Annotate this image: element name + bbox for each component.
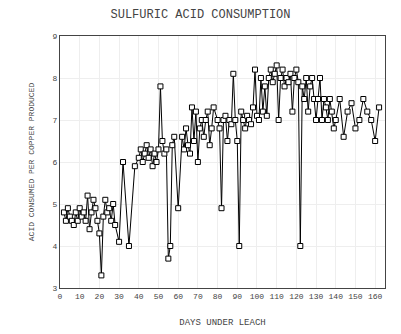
svg-text:6: 6: [53, 158, 58, 167]
svg-text:0: 0: [58, 292, 63, 301]
svg-text:20: 20: [95, 292, 105, 301]
svg-text:DAYS UNDER LEACH: DAYS UNDER LEACH: [179, 318, 265, 328]
svg-text:90: 90: [232, 292, 242, 301]
svg-text:70: 70: [193, 292, 203, 301]
svg-text:9: 9: [53, 32, 58, 41]
svg-text:140: 140: [329, 292, 344, 301]
svg-text:8: 8: [53, 74, 58, 83]
svg-text:150: 150: [348, 292, 363, 301]
svg-text:60: 60: [173, 292, 183, 301]
svg-text:3: 3: [53, 284, 58, 293]
svg-text:160: 160: [368, 292, 383, 301]
svg-text:4: 4: [53, 242, 58, 251]
svg-text:50: 50: [154, 292, 164, 301]
svg-text:7: 7: [53, 116, 58, 125]
svg-text:10: 10: [75, 292, 85, 301]
svg-text:5: 5: [53, 200, 58, 209]
svg-text:30: 30: [114, 292, 124, 301]
svg-text:130: 130: [309, 292, 324, 301]
svg-text:110: 110: [269, 292, 284, 301]
svg-text:40: 40: [134, 292, 144, 301]
svg-text:80: 80: [213, 292, 223, 301]
svg-text:SULFURIC ACID CONSUMPTION: SULFURIC ACID CONSUMPTION: [110, 8, 290, 22]
svg-text:ACID CONSUMED PER COPPER PRODU: ACID CONSUMED PER COPPER PRODUCED: [27, 83, 36, 242]
svg-text:120: 120: [289, 292, 304, 301]
svg-text:100: 100: [250, 292, 265, 301]
